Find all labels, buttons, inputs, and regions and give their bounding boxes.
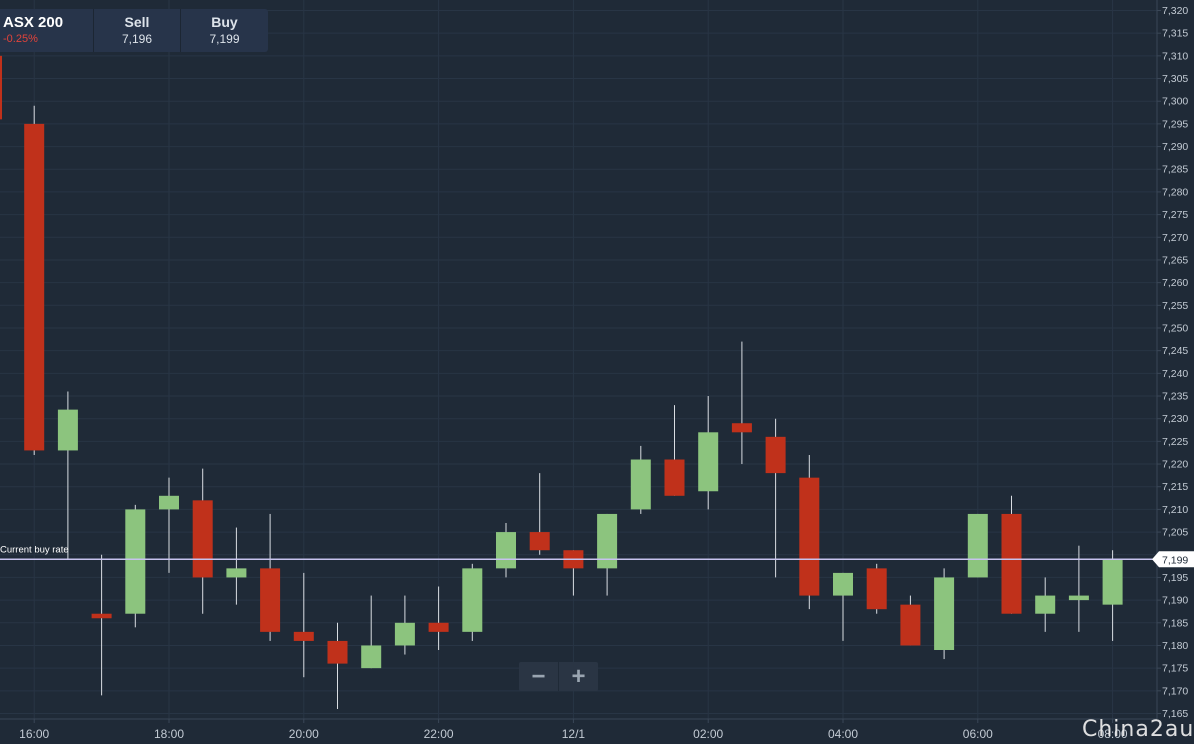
y-tick-label: 7,165 [1162,708,1188,720]
buy-value: 7,199 [209,32,240,46]
y-tick-label: 7,250 [1162,322,1188,334]
buy-label: Buy [211,14,238,30]
y-tick-label: 7,295 [1162,118,1188,130]
y-tick-label: 7,175 [1162,663,1188,675]
candle-body [361,645,382,669]
instrument-info: ASX 200 -0.25% [0,9,94,52]
candle-body [833,572,853,596]
current-rate-value: 7,199 [1162,554,1188,566]
x-tick-label: 20:00 [289,727,319,741]
candle-body [765,436,786,474]
x-tick-label: 08:00 [1098,727,1128,741]
candle-body [159,495,179,510]
y-tick-label: 7,240 [1162,368,1188,380]
zoom-in-button[interactable]: + [571,662,586,690]
y-tick-label: 7,275 [1162,209,1188,221]
y-tick-label: 7,220 [1162,459,1188,471]
candle-body [934,577,955,651]
instrument-change: -0.25% [3,33,38,45]
instrument-name: ASX 200 [3,14,64,31]
y-tick-label: 7,180 [1162,640,1188,652]
candle-body [496,532,516,569]
y-tick-label: 7,190 [1162,595,1188,607]
candle-body [799,477,820,596]
current-rate-marker [1152,551,1194,568]
buy-button[interactable]: Buy 7,199 [181,9,268,52]
candle-body [24,123,45,451]
y-tick-label: 7,230 [1162,413,1188,425]
candle-body [731,423,752,433]
x-tick-label: 12/1 [562,727,586,741]
candle-body [1102,559,1123,605]
y-tick-label: 7,315 [1162,28,1188,40]
candle-body [597,513,618,569]
x-tick-label: 06:00 [963,727,993,741]
y-tick-label: 7,260 [1162,277,1188,289]
zoom-controls: − + [519,662,598,691]
candle-body [664,459,685,496]
candle-body [1001,513,1022,614]
y-tick-label: 7,265 [1162,254,1188,266]
candle-body [866,568,887,610]
y-tick-label: 7,215 [1162,481,1188,493]
y-tick-label: 7,270 [1162,232,1188,244]
y-tick-label: 7,310 [1162,50,1188,62]
sell-value: 7,196 [121,32,153,46]
candle-body [327,640,348,664]
candle-body [293,631,314,641]
candle-body [192,500,213,578]
y-tick-label: 7,290 [1162,141,1188,153]
instrument-panel: ASX 200 -0.25% Sell 7,196 Buy 7,199 [0,9,268,52]
y-tick-label: 7,170 [1162,685,1188,697]
y-tick-label: 7,285 [1162,164,1188,176]
x-tick-label: 18:00 [154,727,184,741]
candle-body [394,622,415,646]
x-tick-label: 04:00 [828,727,858,741]
candle-body [226,568,247,578]
candle-body [462,568,483,632]
y-tick-label: 7,280 [1162,186,1188,198]
watermark: China2au [1082,717,1194,742]
y-tick-label: 7,185 [1162,617,1188,629]
candle-body [91,613,112,619]
candle-body [1068,595,1089,601]
candle-body [698,432,719,492]
current-rate-label: Current buy rate [0,544,69,555]
x-tick-label: 02:00 [693,727,723,741]
candle-body [0,55,2,120]
candle-body [260,568,281,632]
candle-body [57,409,78,451]
y-tick-label: 7,320 [1162,5,1188,17]
candle-body [428,622,449,632]
y-tick-label: 7,225 [1162,436,1188,448]
x-tick-label: 16:00 [19,727,49,741]
y-tick-label: 7,235 [1162,391,1188,403]
sell-button[interactable]: Sell 7,196 [94,9,181,52]
y-tick-label: 7,305 [1162,73,1188,85]
x-tick-label: 22:00 [424,727,454,741]
y-tick-label: 7,300 [1162,96,1188,108]
candle-body [900,604,921,646]
candle-body [1035,595,1056,614]
y-tick-label: 7,255 [1162,300,1188,312]
zoom-out-button[interactable]: − [519,662,559,691]
y-tick-label: 7,205 [1162,527,1188,539]
candle-body [630,459,651,510]
candle-body [967,513,988,578]
sell-label: Sell [124,14,150,30]
y-tick-label: 7,245 [1162,345,1188,357]
y-tick-label: 7,195 [1162,572,1188,584]
candle-body [529,532,550,551]
candle-body [125,509,146,614]
y-tick-label: 7,210 [1162,504,1188,516]
